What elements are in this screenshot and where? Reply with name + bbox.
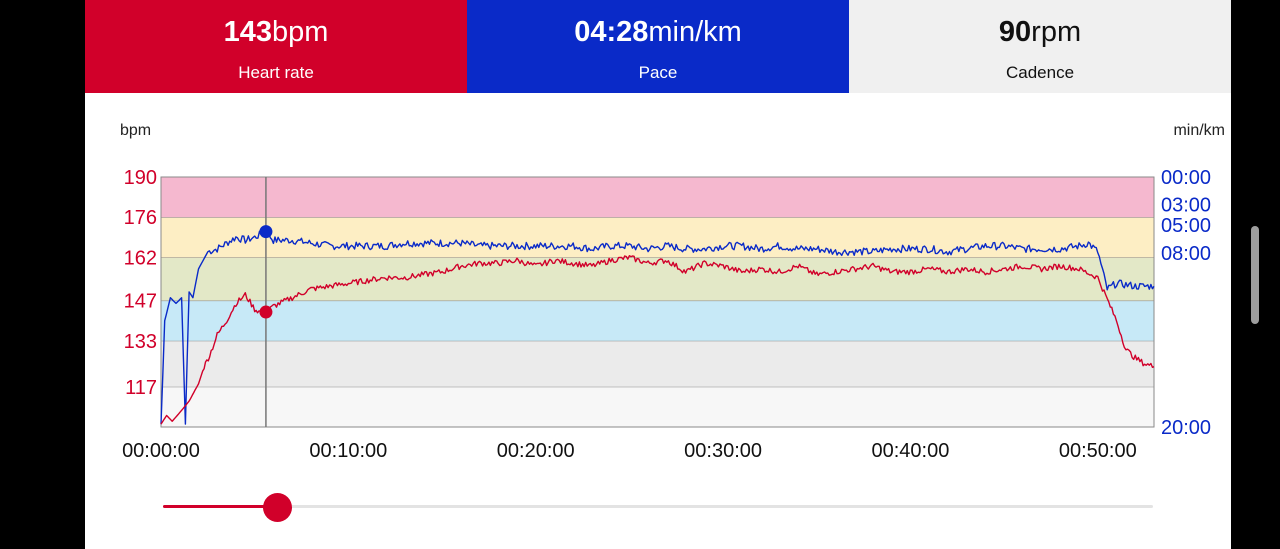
heart-rate-cursor-dot <box>259 305 273 319</box>
slider-fill <box>163 505 278 508</box>
heart-rate-number: 143 <box>223 16 272 48</box>
heart-rate-zones <box>160 176 1155 428</box>
right-axis-label: min/km <box>1173 122 1225 139</box>
cadence-tile[interactable]: 90rpm Cadence <box>849 0 1231 93</box>
pace-line <box>160 230 1155 425</box>
zone-band-6 <box>161 177 1154 218</box>
zone-band-4 <box>161 257 1154 301</box>
heart-rate-value: 143bpm <box>85 14 467 50</box>
x-tick-label: 00:10:00 <box>309 440 387 462</box>
pace-tile[interactable]: 04:28min/km Pace <box>467 0 849 93</box>
x-axis-ticks: 00:00:00 00:10:00 00:20:00 00:30:00 00:40:00… <box>122 440 1137 462</box>
zone-band-5 <box>161 217 1154 258</box>
right-tick-label: 03:00 <box>1161 194 1211 216</box>
time-slider[interactable] <box>163 490 1153 524</box>
x-tick-label: 00:20:00 <box>497 440 575 462</box>
zone-band-1 <box>161 386 1154 427</box>
heart-rate-pace-chart[interactable]: bpm min/km 190 176 162 147 133 117 00:00 03:00… <box>85 93 1231 473</box>
x-tick-label: 00:30:00 <box>684 440 762 462</box>
pace-cursor-dot <box>259 225 273 239</box>
cadence-number: 90 <box>998 16 1032 48</box>
plot-frame <box>160 176 1155 428</box>
pace-unit: min/km <box>648 16 742 48</box>
metric-tiles: 143bpm Heart rate 04:28min/km Pace 90rpm… <box>85 0 1231 93</box>
left-tick-label: 190 <box>124 167 157 189</box>
heart-rate-label: Heart rate <box>238 63 314 82</box>
zone-band-2 <box>161 340 1154 387</box>
time-cursor[interactable] <box>259 177 273 427</box>
left-axis-ticks: 190 176 162 147 133 117 <box>124 167 157 399</box>
slider-thumb[interactable] <box>263 493 293 522</box>
left-axis-label: bpm <box>120 122 151 139</box>
right-tick-label: 05:00 <box>1161 215 1211 237</box>
activity-screen: 143bpm Heart rate 04:28min/km Pace 90rpm… <box>85 0 1231 549</box>
cadence-value: 90rpm <box>849 14 1231 50</box>
left-tick-label: 117 <box>125 377 157 399</box>
scrollbar[interactable] <box>1251 226 1259 324</box>
heart-rate-unit: bpm <box>271 16 329 48</box>
x-tick-label: 00:50:00 <box>1059 440 1137 462</box>
data-series <box>160 230 1155 425</box>
right-tick-label: 20:00 <box>1161 417 1211 439</box>
x-tick-label: 00:00:00 <box>122 440 200 462</box>
pace-number: 04:28 <box>574 16 649 48</box>
left-tick-label: 147 <box>124 291 157 313</box>
cadence-unit: rpm <box>1031 16 1082 48</box>
right-tick-label: 08:00 <box>1161 243 1211 265</box>
right-tick-label: 00:00 <box>1161 167 1211 189</box>
heart-rate-tile[interactable]: 143bpm Heart rate <box>85 0 467 93</box>
left-tick-label: 162 <box>124 247 157 269</box>
slider-track <box>163 505 1153 508</box>
x-tick-label: 00:40:00 <box>872 440 950 462</box>
cadence-label: Cadence <box>1005 63 1075 82</box>
left-tick-label: 176 <box>124 207 157 229</box>
heart-rate-line <box>160 255 1155 425</box>
pace-label: Pace <box>638 63 678 82</box>
pace-value: 04:28min/km <box>467 14 849 50</box>
left-tick-label: 133 <box>124 331 157 353</box>
zone-band-3 <box>161 300 1154 341</box>
